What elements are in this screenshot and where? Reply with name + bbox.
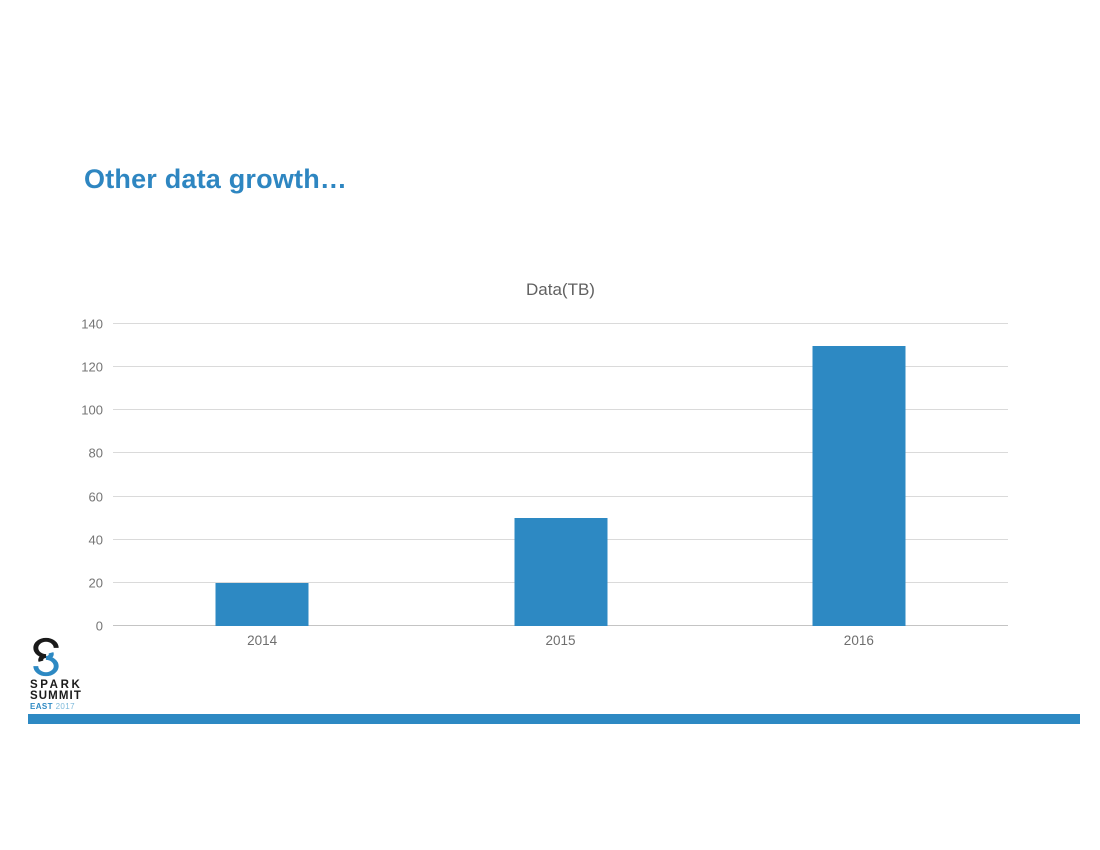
bar-2016: [812, 345, 906, 626]
y-axis-label-20: 20: [88, 575, 103, 591]
logo-line-east-2017: EAST 2017: [30, 702, 112, 713]
footer-accent-bar: [28, 714, 1080, 724]
swirl-black-arc: [33, 637, 59, 662]
y-axis-label-140: 140: [81, 316, 103, 332]
y-axis-label-100: 100: [81, 402, 103, 418]
plot-area: [113, 323, 1008, 626]
gridline-60: [113, 495, 1008, 497]
y-axis-label-60: 60: [88, 489, 103, 505]
logo-text: SPARK SUMMIT EAST 2017: [30, 680, 112, 713]
x-axis-label-2015: 2015: [545, 633, 576, 648]
bar-2014: [215, 582, 309, 626]
logo-line-summit: SUMMIT: [30, 689, 82, 702]
x-axis-label-2014: 2014: [247, 633, 278, 648]
y-axis-label-40: 40: [88, 532, 103, 548]
swirl-blue-arc: [33, 652, 59, 677]
y-axis-label-0: 0: [95, 618, 103, 634]
gridline-80: [113, 452, 1008, 454]
y-axis-label-80: 80: [88, 445, 103, 461]
chart-title: Data(TB): [526, 280, 595, 299]
y-axis-label-120: 120: [81, 359, 103, 375]
slide-title: Other data growth…: [84, 164, 348, 194]
y-axis-labels: 0 20 40 60 80 100 120 140: [55, 317, 103, 634]
logo-east: EAST: [30, 702, 53, 711]
x-axis-labels: 2014 2015 2016: [113, 633, 1008, 653]
x-axis-label-2016: 2016: [843, 633, 874, 648]
gridline-100: [113, 409, 1008, 411]
spark-summit-swirl-icon: [33, 637, 59, 677]
gridline-120: [113, 366, 1008, 368]
gridline-140: [113, 323, 1008, 324]
logo-line-spark: SPARK: [30, 679, 83, 691]
logo-year: 2017: [55, 702, 75, 711]
spark-summit-logo: SPARK SUMMIT EAST 2017: [22, 636, 112, 713]
bar-2015: [514, 518, 607, 626]
